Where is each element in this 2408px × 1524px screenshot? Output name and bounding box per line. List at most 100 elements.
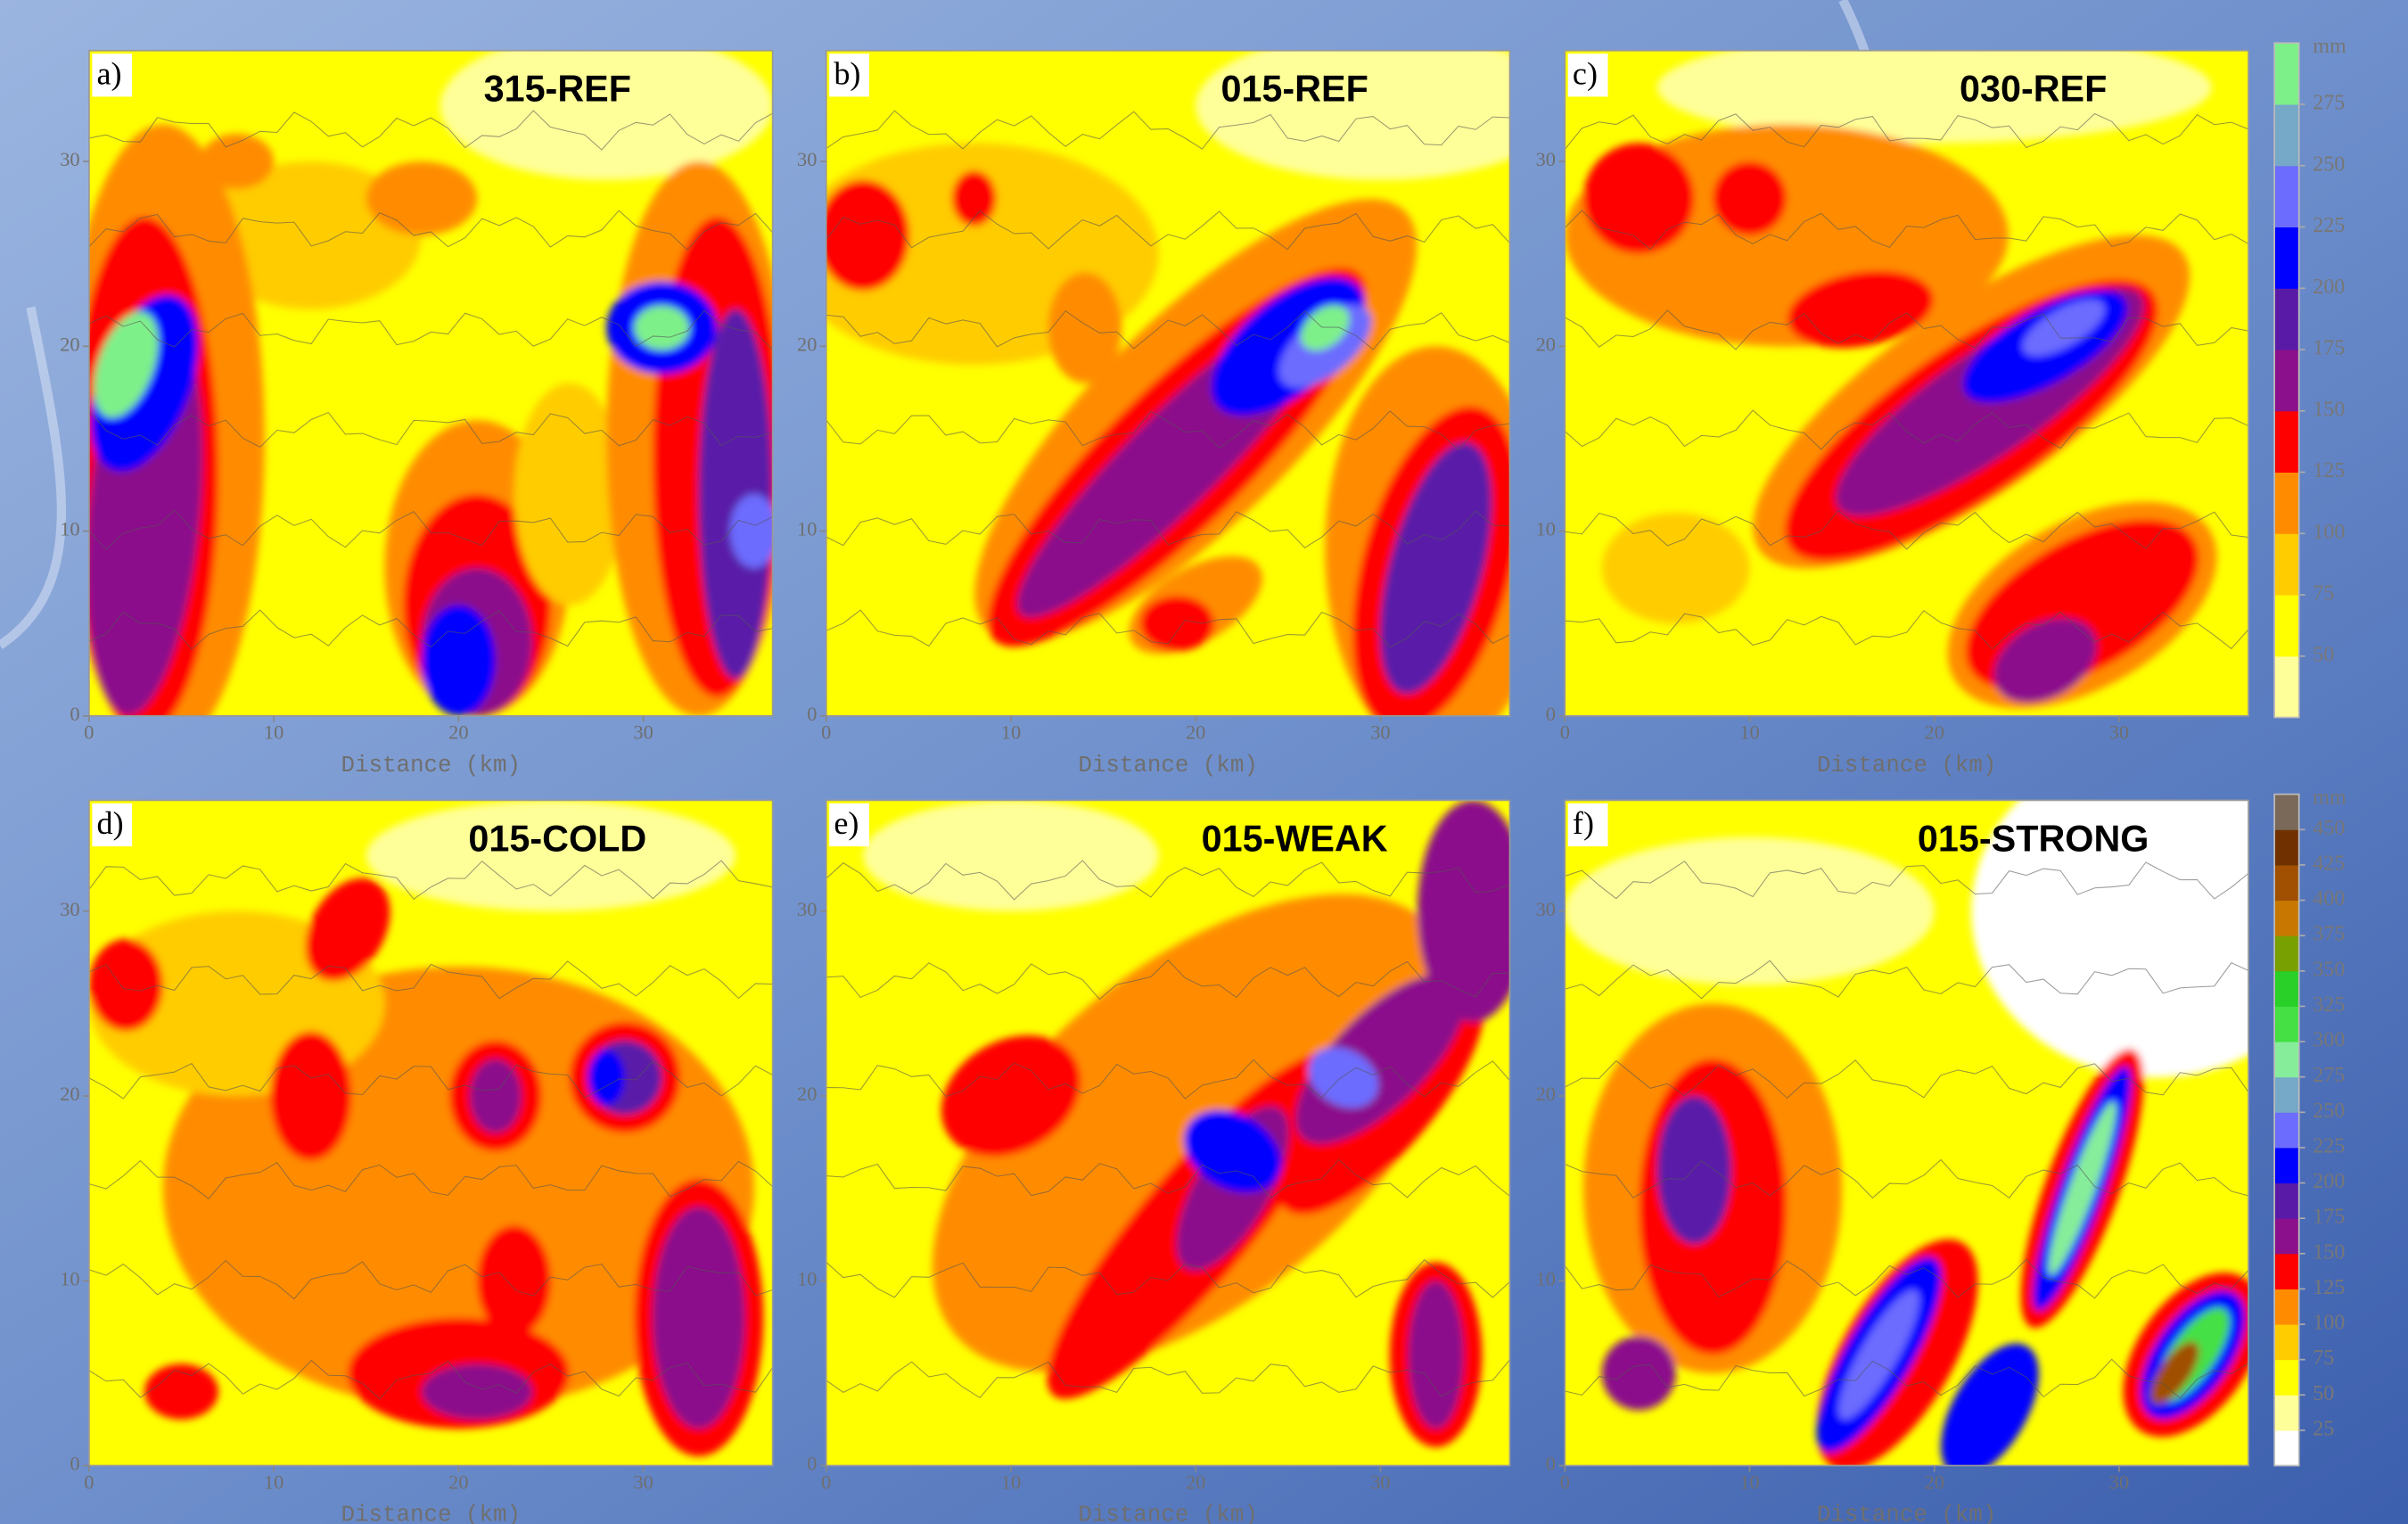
panel: 01020300102030Distance (km)d)015-COLD bbox=[60, 800, 772, 1524]
contour-region bbox=[1602, 513, 1750, 623]
y-tick-label: 20 bbox=[60, 1083, 79, 1105]
y-tick-label: 0 bbox=[70, 1453, 79, 1475]
x-tick-label: 10 bbox=[264, 1470, 284, 1493]
colorbar-unit: mm bbox=[2313, 786, 2346, 809]
contour-region bbox=[730, 494, 778, 568]
colorbar-label: 75 bbox=[2313, 582, 2334, 605]
x-tick-label: 20 bbox=[1186, 721, 1205, 744]
colorbar-label: 100 bbox=[2313, 521, 2345, 544]
x-axis-label: Distance (km) bbox=[1078, 752, 1257, 778]
colorbar-label: 75 bbox=[2313, 1347, 2334, 1370]
y-tick-label: 30 bbox=[1536, 898, 1556, 920]
y-tick-label: 10 bbox=[1536, 518, 1556, 540]
x-tick-label: 0 bbox=[821, 1470, 831, 1493]
y-tick-label: 0 bbox=[807, 1453, 817, 1475]
colorbar-bin bbox=[2274, 1112, 2299, 1148]
colorbar-bin bbox=[2274, 43, 2299, 104]
y-tick-label: 10 bbox=[797, 518, 817, 540]
colorbar-bin bbox=[2274, 1183, 2299, 1219]
colorbar-bin bbox=[2274, 1360, 2299, 1396]
y-tick-label: 10 bbox=[797, 1267, 817, 1289]
panel-title: 015-REF bbox=[1220, 69, 1368, 110]
contour-region bbox=[422, 1364, 532, 1420]
y-tick-label: 30 bbox=[60, 898, 79, 920]
x-tick-label: 30 bbox=[633, 1470, 653, 1493]
colorbar-bin bbox=[2274, 1395, 2299, 1430]
x-tick-label: 0 bbox=[1560, 721, 1570, 744]
y-tick-label: 0 bbox=[70, 703, 79, 725]
panel-label: b) bbox=[834, 55, 860, 91]
x-tick-label: 0 bbox=[84, 1470, 94, 1493]
colorbar-label: 300 bbox=[2313, 1029, 2345, 1052]
panel-title: 015-COLD bbox=[468, 818, 646, 859]
x-tick-label: 0 bbox=[1560, 1470, 1570, 1493]
colorbar-label: 200 bbox=[2313, 1170, 2345, 1193]
colorbar-bin bbox=[2274, 795, 2299, 830]
colorbar-label: 400 bbox=[2313, 887, 2345, 910]
panel-title: 015-WEAK bbox=[1202, 818, 1388, 859]
y-tick-label: 30 bbox=[797, 898, 817, 920]
x-tick-label: 10 bbox=[1001, 721, 1021, 744]
colorbar-bin bbox=[2274, 1077, 2299, 1113]
colorbar-label: 175 bbox=[2313, 337, 2345, 360]
panel-label: c) bbox=[1573, 55, 1598, 91]
contour-region bbox=[1409, 1281, 1464, 1429]
colorbar-unit: mm bbox=[2313, 35, 2346, 58]
x-tick-label: 20 bbox=[1925, 1470, 1944, 1493]
x-tick-label: 10 bbox=[1739, 721, 1759, 744]
panel-title: 315-REF bbox=[484, 69, 631, 110]
x-axis-label: Distance (km) bbox=[341, 1502, 521, 1524]
panel-label: e) bbox=[834, 805, 859, 841]
contour-region bbox=[422, 605, 496, 715]
colorbar-bin bbox=[2274, 1289, 2299, 1324]
contour-region bbox=[588, 1050, 624, 1105]
colorbar-bin bbox=[2274, 166, 2299, 227]
colorbar-bin bbox=[2274, 1324, 2299, 1360]
colorbar-label: 225 bbox=[2313, 1134, 2345, 1157]
colorbar-label: 375 bbox=[2313, 923, 2345, 946]
colorbar-label: 450 bbox=[2313, 817, 2345, 840]
colorbar-bin bbox=[2274, 350, 2299, 411]
x-axis-label: Distance (km) bbox=[1817, 1502, 1996, 1524]
colorbar-bin bbox=[2274, 1218, 2299, 1254]
colorbar-bin bbox=[2274, 1042, 2299, 1077]
colorbar-label: 50 bbox=[2313, 1382, 2334, 1405]
contour-region bbox=[699, 309, 773, 680]
colorbar-bin bbox=[2274, 533, 2299, 595]
contour-region bbox=[477, 1225, 551, 1336]
colorbar-bin bbox=[2274, 227, 2299, 289]
x-tick-label: 20 bbox=[1925, 721, 1944, 744]
colorbar-bin bbox=[2274, 473, 2299, 534]
colorbar-label: 200 bbox=[2313, 276, 2345, 299]
colorbar-label: 50 bbox=[2313, 643, 2334, 666]
colorbar-bin bbox=[2274, 865, 2299, 901]
panel-title: 015-STRONG bbox=[1918, 818, 2149, 859]
y-tick-label: 30 bbox=[60, 148, 79, 170]
panel-label: a) bbox=[97, 55, 122, 91]
y-tick-label: 0 bbox=[1546, 1453, 1556, 1475]
colorbar-label: 275 bbox=[2313, 1064, 2345, 1087]
y-tick-label: 30 bbox=[1536, 148, 1556, 170]
x-tick-label: 10 bbox=[264, 721, 284, 744]
y-tick-label: 0 bbox=[807, 703, 817, 725]
y-tick-label: 20 bbox=[1536, 1083, 1556, 1105]
page: {"chart_data": [ {"type": "contour", "la… bbox=[0, 0, 2408, 1524]
y-tick-label: 20 bbox=[797, 1083, 817, 1105]
colorbar-bin bbox=[2274, 1430, 2299, 1466]
x-tick-label: 30 bbox=[2109, 721, 2129, 744]
contour-region bbox=[366, 161, 477, 235]
contour-field bbox=[62, 32, 792, 753]
contour-region bbox=[634, 306, 689, 350]
x-tick-label: 10 bbox=[1739, 1470, 1759, 1493]
colorbar-bin bbox=[2274, 901, 2299, 936]
colorbar-label: 275 bbox=[2313, 92, 2345, 115]
contour-region bbox=[1565, 837, 1934, 985]
colorbar-bin bbox=[2274, 411, 2299, 473]
y-tick-label: 20 bbox=[60, 333, 79, 355]
colorbar-label: 125 bbox=[2313, 1276, 2345, 1299]
colorbar-label: 25 bbox=[2313, 1417, 2334, 1440]
contour-field bbox=[1565, 32, 2251, 751]
